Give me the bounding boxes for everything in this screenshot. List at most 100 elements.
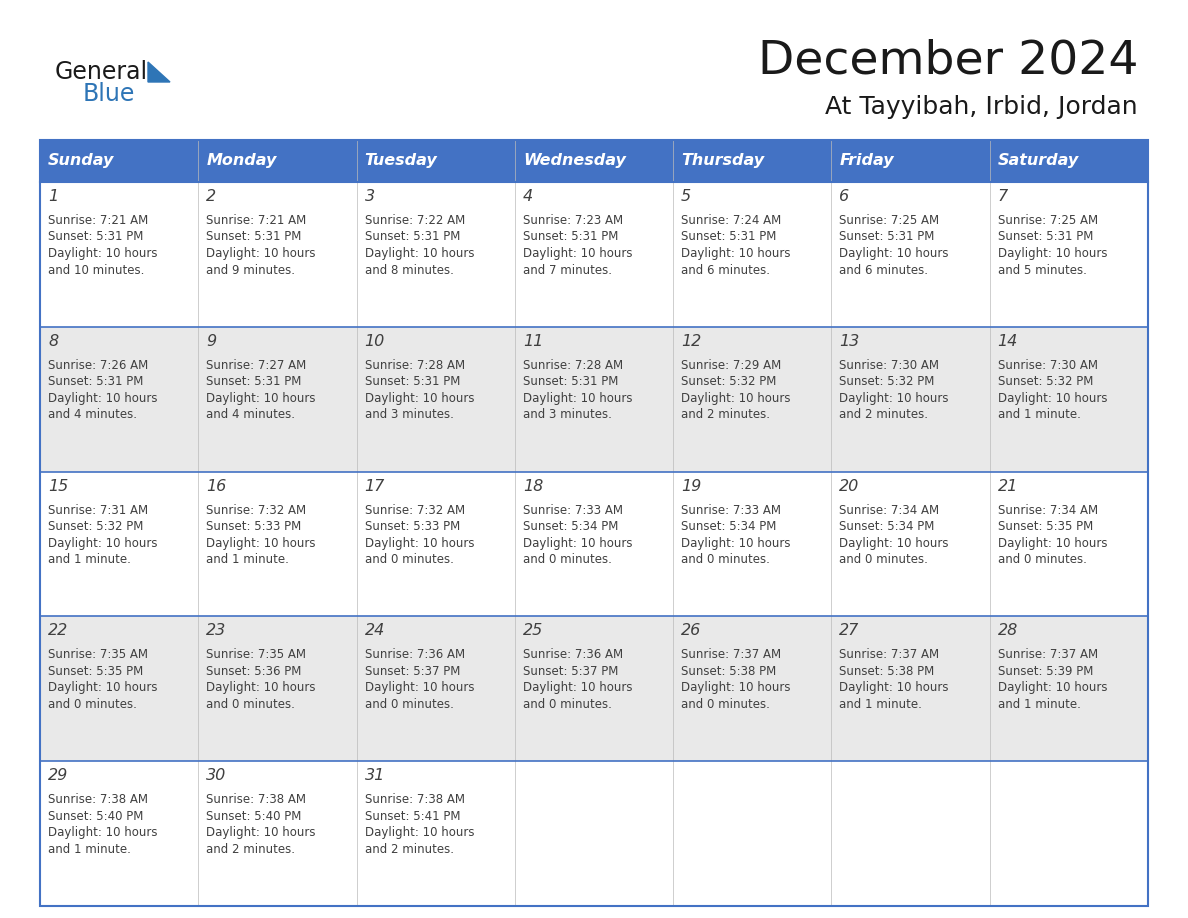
Text: Sunrise: 7:28 AM: Sunrise: 7:28 AM [523, 359, 623, 372]
Text: Sunrise: 7:36 AM: Sunrise: 7:36 AM [523, 648, 623, 661]
Text: Sunrise: 7:23 AM: Sunrise: 7:23 AM [523, 214, 623, 227]
Text: 5: 5 [681, 189, 691, 204]
Bar [674, 140, 832, 182]
Bar [356, 616, 514, 761]
Text: and 1 minute.: and 1 minute. [840, 698, 922, 711]
Text: Sunrise: 7:25 AM: Sunrise: 7:25 AM [998, 214, 1098, 227]
Text: Sunrise: 7:38 AM: Sunrise: 7:38 AM [207, 793, 307, 806]
Text: and 0 minutes.: and 0 minutes. [523, 554, 612, 566]
Text: Sunrise: 7:37 AM: Sunrise: 7:37 AM [998, 648, 1098, 661]
Text: Daylight: 10 hours: Daylight: 10 hours [523, 247, 632, 260]
Text: Daylight: 10 hours: Daylight: 10 hours [48, 247, 158, 260]
Text: 2: 2 [207, 189, 216, 204]
Text: 23: 23 [207, 623, 227, 638]
Text: and 7 minutes.: and 7 minutes. [523, 263, 612, 276]
Bar [674, 327, 832, 472]
Bar [514, 327, 674, 472]
Text: Sunset: 5:34 PM: Sunset: 5:34 PM [681, 521, 777, 533]
Bar [674, 761, 832, 906]
Text: Daylight: 10 hours: Daylight: 10 hours [681, 681, 791, 694]
Bar [40, 182, 198, 327]
Text: and 6 minutes.: and 6 minutes. [840, 263, 929, 276]
Text: Daylight: 10 hours: Daylight: 10 hours [998, 681, 1107, 694]
Text: Daylight: 10 hours: Daylight: 10 hours [365, 537, 474, 550]
Bar [832, 182, 990, 327]
Text: and 0 minutes.: and 0 minutes. [840, 554, 928, 566]
Text: Daylight: 10 hours: Daylight: 10 hours [207, 537, 316, 550]
Text: Sunrise: 7:32 AM: Sunrise: 7:32 AM [207, 504, 307, 517]
Text: Friday: Friday [840, 153, 895, 169]
Text: 15: 15 [48, 478, 68, 494]
Text: Sunrise: 7:33 AM: Sunrise: 7:33 AM [523, 504, 623, 517]
Bar [198, 182, 356, 327]
Text: and 1 minute.: and 1 minute. [48, 843, 131, 856]
Text: Sunset: 5:32 PM: Sunset: 5:32 PM [998, 375, 1093, 388]
Text: Sunrise: 7:30 AM: Sunrise: 7:30 AM [998, 359, 1098, 372]
Text: Sunset: 5:34 PM: Sunset: 5:34 PM [840, 521, 935, 533]
Text: Sunset: 5:32 PM: Sunset: 5:32 PM [48, 521, 144, 533]
Text: 11: 11 [523, 334, 543, 349]
Bar [990, 327, 1148, 472]
Text: Wednesday: Wednesday [523, 153, 626, 169]
Bar [514, 472, 674, 616]
Text: Daylight: 10 hours: Daylight: 10 hours [998, 537, 1107, 550]
Text: General: General [55, 60, 148, 84]
Bar [356, 182, 514, 327]
Text: Sunset: 5:33 PM: Sunset: 5:33 PM [207, 521, 302, 533]
Text: Daylight: 10 hours: Daylight: 10 hours [365, 826, 474, 839]
Text: Saturday: Saturday [998, 153, 1079, 169]
Text: 8: 8 [48, 334, 58, 349]
Text: Sunrise: 7:37 AM: Sunrise: 7:37 AM [681, 648, 782, 661]
Bar [514, 761, 674, 906]
Text: 29: 29 [48, 768, 68, 783]
Text: 13: 13 [840, 334, 860, 349]
Text: 22: 22 [48, 623, 68, 638]
Text: and 1 minute.: and 1 minute. [998, 698, 1081, 711]
Text: Daylight: 10 hours: Daylight: 10 hours [840, 392, 949, 405]
Text: Sunset: 5:40 PM: Sunset: 5:40 PM [48, 810, 144, 823]
Text: 27: 27 [840, 623, 860, 638]
Text: and 10 minutes.: and 10 minutes. [48, 263, 145, 276]
Text: and 2 minutes.: and 2 minutes. [840, 409, 929, 421]
Text: and 5 minutes.: and 5 minutes. [998, 263, 1087, 276]
Text: 30: 30 [207, 768, 227, 783]
Bar [198, 761, 356, 906]
Text: and 3 minutes.: and 3 minutes. [365, 409, 454, 421]
Text: December 2024: December 2024 [758, 38, 1138, 83]
Text: Blue: Blue [83, 82, 135, 106]
Text: Sunset: 5:31 PM: Sunset: 5:31 PM [681, 230, 777, 243]
Bar [990, 761, 1148, 906]
Text: Sunset: 5:31 PM: Sunset: 5:31 PM [523, 230, 618, 243]
Text: Daylight: 10 hours: Daylight: 10 hours [365, 392, 474, 405]
Bar [40, 327, 198, 472]
Text: Sunrise: 7:38 AM: Sunrise: 7:38 AM [48, 793, 148, 806]
Text: Daylight: 10 hours: Daylight: 10 hours [48, 681, 158, 694]
Bar [40, 472, 198, 616]
Bar [990, 182, 1148, 327]
Text: Daylight: 10 hours: Daylight: 10 hours [840, 247, 949, 260]
Text: 3: 3 [365, 189, 374, 204]
Bar [990, 140, 1148, 182]
Text: Daylight: 10 hours: Daylight: 10 hours [207, 392, 316, 405]
Text: Sunrise: 7:26 AM: Sunrise: 7:26 AM [48, 359, 148, 372]
Text: Sunset: 5:31 PM: Sunset: 5:31 PM [365, 375, 460, 388]
Text: 7: 7 [998, 189, 1007, 204]
Text: Sunrise: 7:37 AM: Sunrise: 7:37 AM [840, 648, 940, 661]
Text: and 3 minutes.: and 3 minutes. [523, 409, 612, 421]
Text: Sunset: 5:37 PM: Sunset: 5:37 PM [365, 665, 460, 677]
Text: 10: 10 [365, 334, 385, 349]
Text: 17: 17 [365, 478, 385, 494]
Text: and 8 minutes.: and 8 minutes. [365, 263, 454, 276]
Text: and 1 minute.: and 1 minute. [998, 409, 1081, 421]
Bar [990, 616, 1148, 761]
Bar [674, 182, 832, 327]
Text: Sunrise: 7:35 AM: Sunrise: 7:35 AM [207, 648, 307, 661]
Text: and 2 minutes.: and 2 minutes. [207, 843, 296, 856]
Text: Daylight: 10 hours: Daylight: 10 hours [365, 247, 474, 260]
Text: Sunrise: 7:30 AM: Sunrise: 7:30 AM [840, 359, 940, 372]
Text: 24: 24 [365, 623, 385, 638]
Text: Sunset: 5:38 PM: Sunset: 5:38 PM [681, 665, 777, 677]
Polygon shape [148, 62, 170, 82]
Text: Sunrise: 7:31 AM: Sunrise: 7:31 AM [48, 504, 148, 517]
Text: Daylight: 10 hours: Daylight: 10 hours [207, 826, 316, 839]
